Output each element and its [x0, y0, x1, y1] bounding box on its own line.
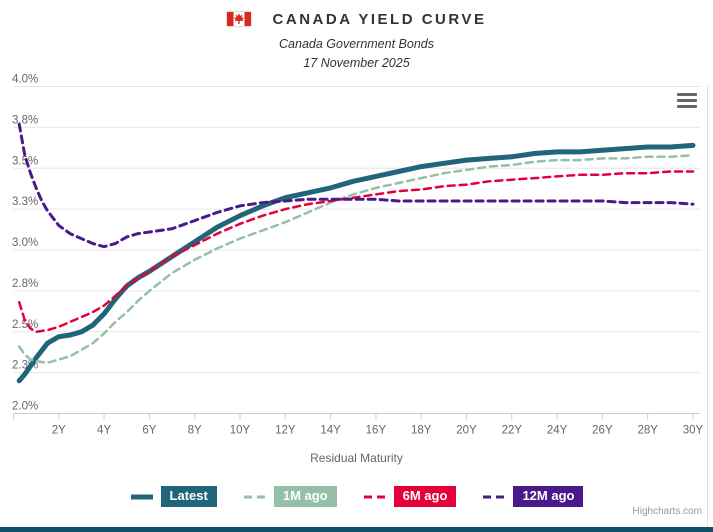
x-axis-label: 26Y [592, 425, 613, 437]
legend-item-latest[interactable]: Latest [130, 486, 217, 507]
hamburger-menu-icon [677, 98, 697, 102]
y-axis-label: 3.3% [12, 196, 38, 208]
series-line-latest[interactable] [16, 142, 696, 384]
hamburger-menu-icon [677, 104, 697, 108]
x-axis-label: 16Y [366, 425, 387, 437]
legend-marker-dashed-line [363, 495, 386, 498]
legend-item-1m-ago[interactable]: 1M ago [243, 486, 337, 507]
y-axis-label: 2.0% [12, 401, 38, 413]
x-axis-label: 22Y [502, 425, 523, 437]
x-axis-label: 4Y [97, 425, 111, 437]
x-axis-label: 18Y [411, 425, 432, 437]
legend-label: Latest [160, 486, 217, 507]
legend-marker-dashed-line [483, 495, 506, 498]
legend-label: 12M ago [513, 486, 584, 507]
chart-date: 17 November 2025 [303, 56, 410, 70]
container-border [707, 86, 708, 532]
x-axis-title: Residual Maturity [310, 451, 403, 465]
y-axis-label: 3.5% [12, 155, 38, 167]
legend-item-12m-ago[interactable]: 12M ago [482, 486, 584, 507]
hamburger-menu-icon [677, 92, 697, 96]
series-line-1m-ago[interactable] [17, 153, 695, 365]
x-axis-label: 12Y [275, 425, 296, 437]
legend-marker-solid-line [130, 494, 153, 499]
series-line-12m-ago[interactable] [17, 122, 695, 249]
chart-subtitle: Canada Government Bonds [279, 37, 434, 51]
x-axis-label: 6Y [142, 425, 156, 437]
x-axis-label: 14Y [320, 425, 341, 437]
x-axis-label: 28Y [637, 425, 658, 437]
y-axis-label: 4.0% [12, 74, 38, 86]
x-axis-label: 2Y [52, 425, 66, 437]
series-line-6m-ago[interactable] [17, 170, 695, 334]
x-axis-label: 24Y [547, 425, 568, 437]
yield-curve-plot: 2.0%2.3%2.5%2.8%3.0%3.3%3.5%3.8%4.0%2Y 4Y… [12, 74, 704, 437]
legend-label: 6M ago [393, 486, 457, 507]
x-axis-label: 30Y [683, 425, 704, 437]
highcharts-credits-link[interactable]: Highcharts.com [632, 506, 702, 517]
legend-label: 1M ago [273, 486, 337, 507]
y-axis-label: 3.0% [12, 237, 38, 249]
chart-header: CANADA YIELD CURVE Canada Government Bon… [0, 8, 713, 71]
canada-flag-icon [226, 12, 251, 26]
y-axis-label: 2.8% [12, 278, 38, 290]
chart-legend: Latest 1M ago 6M ago 12M ago [0, 486, 713, 507]
legend-item-6m-ago[interactable]: 6M ago [363, 486, 457, 507]
legend-marker-dashed-line [243, 495, 266, 498]
x-axis-label: 8Y [188, 425, 202, 437]
chart-context-menu-button[interactable] [674, 89, 700, 111]
x-axis-label: 20Y [456, 425, 477, 437]
page-footer-bar [0, 527, 713, 532]
y-axis-label: 3.8% [12, 114, 38, 126]
x-axis-label: 10Y [230, 425, 251, 437]
chart-title: CANADA YIELD CURVE [272, 10, 487, 28]
